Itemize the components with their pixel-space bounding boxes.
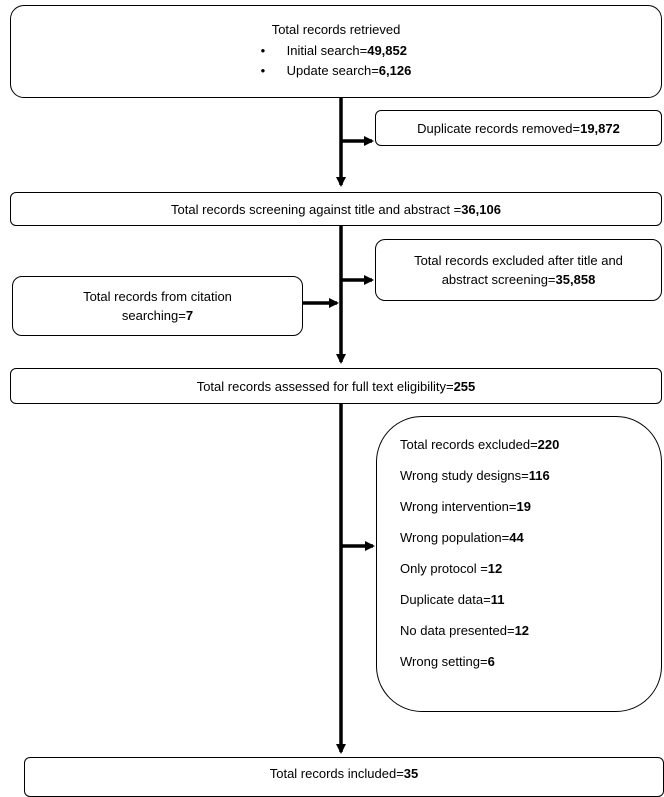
retrieved-item-initial: • Initial search=49,852: [260, 43, 407, 58]
excluded-ft-study-designs: Wrong study designs=116: [400, 468, 550, 483]
fulltext-box: Total records assessed for full text eli…: [10, 368, 662, 404]
screening-text: Total records screening against title an…: [171, 201, 501, 217]
excluded-ft-box: Total records excluded=220 Wrong study d…: [376, 416, 662, 712]
excluded-ta-line1: Total records excluded after title and: [414, 253, 623, 268]
excluded-ft-total: Total records excluded=220: [400, 437, 560, 452]
excluded-ft-intervention: Wrong intervention=19: [400, 499, 531, 514]
excluded-ft-population: Wrong population=44: [400, 530, 524, 545]
retrieved-list: • Initial search=49,852 • Update search=6,…: [261, 40, 412, 82]
excluded-ft-setting: Wrong setting=6: [400, 654, 495, 669]
retrieved-item-update: • Update search=6,126: [260, 63, 412, 78]
citation-line1: Total records from citation: [83, 289, 232, 304]
excluded-ta-box: Total records excluded after title and a…: [375, 239, 662, 301]
retrieved-title: Total records retrieved: [271, 22, 401, 37]
retrieved-box: Total records retrieved • Initial search=…: [10, 5, 662, 98]
citation-box: Total records from citation searching=7: [12, 276, 303, 336]
included-box: Total records included=35: [24, 757, 664, 797]
excluded-ta-line2: abstract screening=35,858: [441, 272, 596, 287]
included-text: Total records included=35: [269, 766, 419, 781]
duplicates-text: Duplicate records removed=19,872: [417, 120, 620, 136]
screening-box: Total records screening against title an…: [10, 192, 662, 226]
excluded-ft-duplicate: Duplicate data=11: [400, 592, 505, 607]
citation-line2: searching=7: [121, 308, 194, 323]
fulltext-text: Total records assessed for full text eli…: [196, 378, 476, 394]
excluded-ft-no-data: No data presented=12: [400, 623, 530, 638]
excluded-ft-protocol: Only protocol =12: [400, 561, 503, 576]
duplicates-box: Duplicate records removed=19,872: [375, 110, 662, 146]
